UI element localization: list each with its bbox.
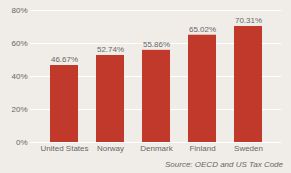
svg-text:52.74%: 52.74% (97, 45, 124, 54)
svg-text:46.67%: 46.67% (51, 55, 78, 64)
svg-text:Sweden: Sweden (234, 144, 263, 153)
svg-text:65.02%: 65.02% (189, 25, 216, 34)
svg-text:Norway: Norway (97, 144, 124, 153)
svg-text:20%: 20% (11, 105, 27, 114)
svg-text:55.86%: 55.86% (143, 40, 170, 49)
svg-text:60%: 60% (11, 39, 27, 48)
svg-text:United States: United States (40, 144, 88, 153)
svg-text:70.31%: 70.31% (235, 16, 262, 25)
html-text:Source: OECD and US Tax Code: Source: OECD and US Tax Code (165, 160, 283, 169)
svg-text:0%: 0% (16, 138, 28, 147)
svg-text:Finland: Finland (189, 144, 215, 153)
svg-text:40%: 40% (11, 72, 27, 81)
svg-text:80%: 80% (11, 6, 27, 15)
svg-text:Denmark: Denmark (140, 144, 173, 153)
